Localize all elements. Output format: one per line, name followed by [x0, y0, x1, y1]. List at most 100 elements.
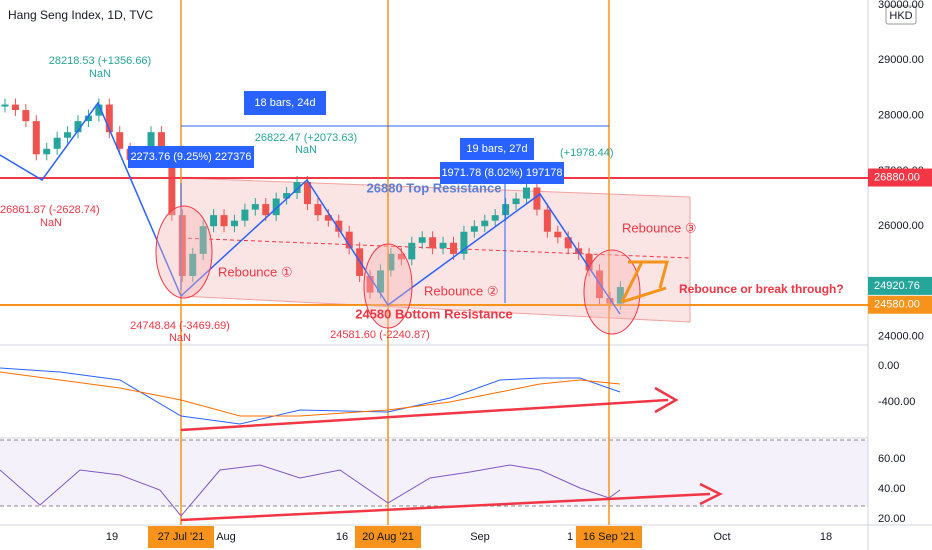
candle	[470, 226, 478, 232]
candle	[157, 132, 165, 155]
candle	[32, 121, 40, 155]
annotation: NaN	[89, 68, 111, 80]
candle	[366, 275, 374, 293]
candle	[230, 220, 238, 227]
candle	[606, 298, 614, 304]
label-box	[244, 91, 326, 115]
candle	[272, 198, 280, 216]
candle	[210, 215, 218, 227]
candle	[303, 181, 311, 205]
price-tag	[868, 276, 932, 295]
candle	[178, 215, 186, 276]
candle	[439, 242, 447, 249]
annotation: Rebounce ②	[424, 283, 499, 298]
arrow	[621, 286, 667, 304]
x-tick-label: Sep	[470, 531, 490, 543]
y-tick-label: 40.00	[878, 483, 906, 495]
currency-box	[885, 5, 917, 25]
candle	[554, 231, 562, 238]
candle	[324, 215, 332, 221]
time-marker-label: 16 Sep '21	[583, 531, 635, 543]
arrow	[628, 260, 669, 289]
candle	[491, 215, 499, 221]
price-tag-label: 26880.00	[874, 171, 920, 183]
rsi-band	[0, 440, 868, 506]
annotation: NaN	[40, 217, 62, 229]
circle	[155, 205, 213, 299]
candle	[460, 231, 468, 254]
candle	[262, 204, 270, 216]
candle	[84, 115, 92, 122]
candle	[189, 253, 197, 276]
candle	[429, 237, 437, 249]
price-tag-label: 24920.76	[874, 280, 920, 292]
candle	[335, 220, 343, 232]
candle	[1, 104, 9, 107]
candle	[147, 132, 155, 155]
annotation: Rebounce ①	[218, 264, 293, 279]
candle	[11, 104, 19, 111]
candle	[408, 242, 416, 260]
annotation: 1971.78 (8.02%) 197178	[441, 167, 562, 179]
annotation: Rebounce ③	[622, 220, 697, 235]
price-tag-label: 24580.00	[874, 299, 920, 311]
y-tick-label: 24000.00	[878, 331, 924, 343]
candle	[168, 154, 176, 216]
candle	[64, 132, 72, 138]
annotation: 18 bars, 24d	[254, 97, 315, 109]
circle	[583, 249, 641, 335]
currency: HKD	[889, 10, 912, 22]
y-tick-label: -400.00	[878, 396, 915, 408]
time-marker	[576, 526, 642, 548]
annotation: NaN	[295, 144, 317, 156]
candle	[397, 253, 405, 260]
candle	[43, 148, 51, 155]
candle	[376, 270, 384, 293]
circle	[363, 243, 413, 329]
annotation: 2273.76 (9.25%) 227376	[130, 151, 251, 163]
time-marker-label: 20 Aug '21	[362, 531, 414, 543]
time-marker	[148, 526, 214, 548]
x-tick-label: 19	[106, 531, 118, 543]
candle	[314, 204, 322, 216]
x-tick-label: 18	[820, 531, 832, 543]
candle	[523, 187, 530, 199]
macd-line	[0, 367, 621, 425]
candle	[199, 226, 207, 254]
rsi-line	[0, 464, 621, 517]
time-marker-label: 27 Jul '21	[158, 531, 205, 543]
candle	[616, 287, 624, 304]
annotation: 19 bars, 27d	[466, 143, 527, 155]
y-tick-label: 60.00	[878, 453, 906, 465]
candle	[74, 121, 82, 133]
candle	[543, 209, 551, 232]
annotation: Rebounce or break through?	[679, 282, 844, 296]
zigzag	[0, 101, 621, 315]
candle	[116, 132, 124, 149]
price-tag	[868, 295, 932, 314]
candle	[95, 104, 103, 116]
annotation: 28218.53 (+1356.66)	[49, 55, 151, 67]
x-tick-label: 1	[567, 531, 573, 543]
x-tick-label: 16	[336, 531, 348, 543]
title: Hang Seng Index, 1D, TVC	[8, 8, 154, 22]
candle	[105, 104, 113, 133]
candle	[53, 137, 61, 149]
candle	[345, 231, 353, 249]
y-tick-label: 20.00	[878, 513, 906, 525]
time-marker	[355, 526, 421, 548]
annotation: 24748.84 (-3469.69)	[130, 320, 230, 332]
annotation: 26880 Top Resistance	[367, 180, 502, 195]
annotation: NaN	[169, 332, 191, 344]
candle	[283, 193, 291, 199]
candle	[585, 253, 593, 271]
annotation: 26822.47 (+2073.63)	[255, 132, 357, 144]
divergence	[180, 398, 669, 432]
candle	[220, 215, 228, 227]
price-tag	[868, 168, 932, 187]
y-tick-label: 29000.00	[878, 54, 924, 66]
candle	[502, 204, 510, 216]
candle	[387, 253, 395, 271]
candle	[449, 242, 457, 254]
candle	[251, 204, 259, 210]
